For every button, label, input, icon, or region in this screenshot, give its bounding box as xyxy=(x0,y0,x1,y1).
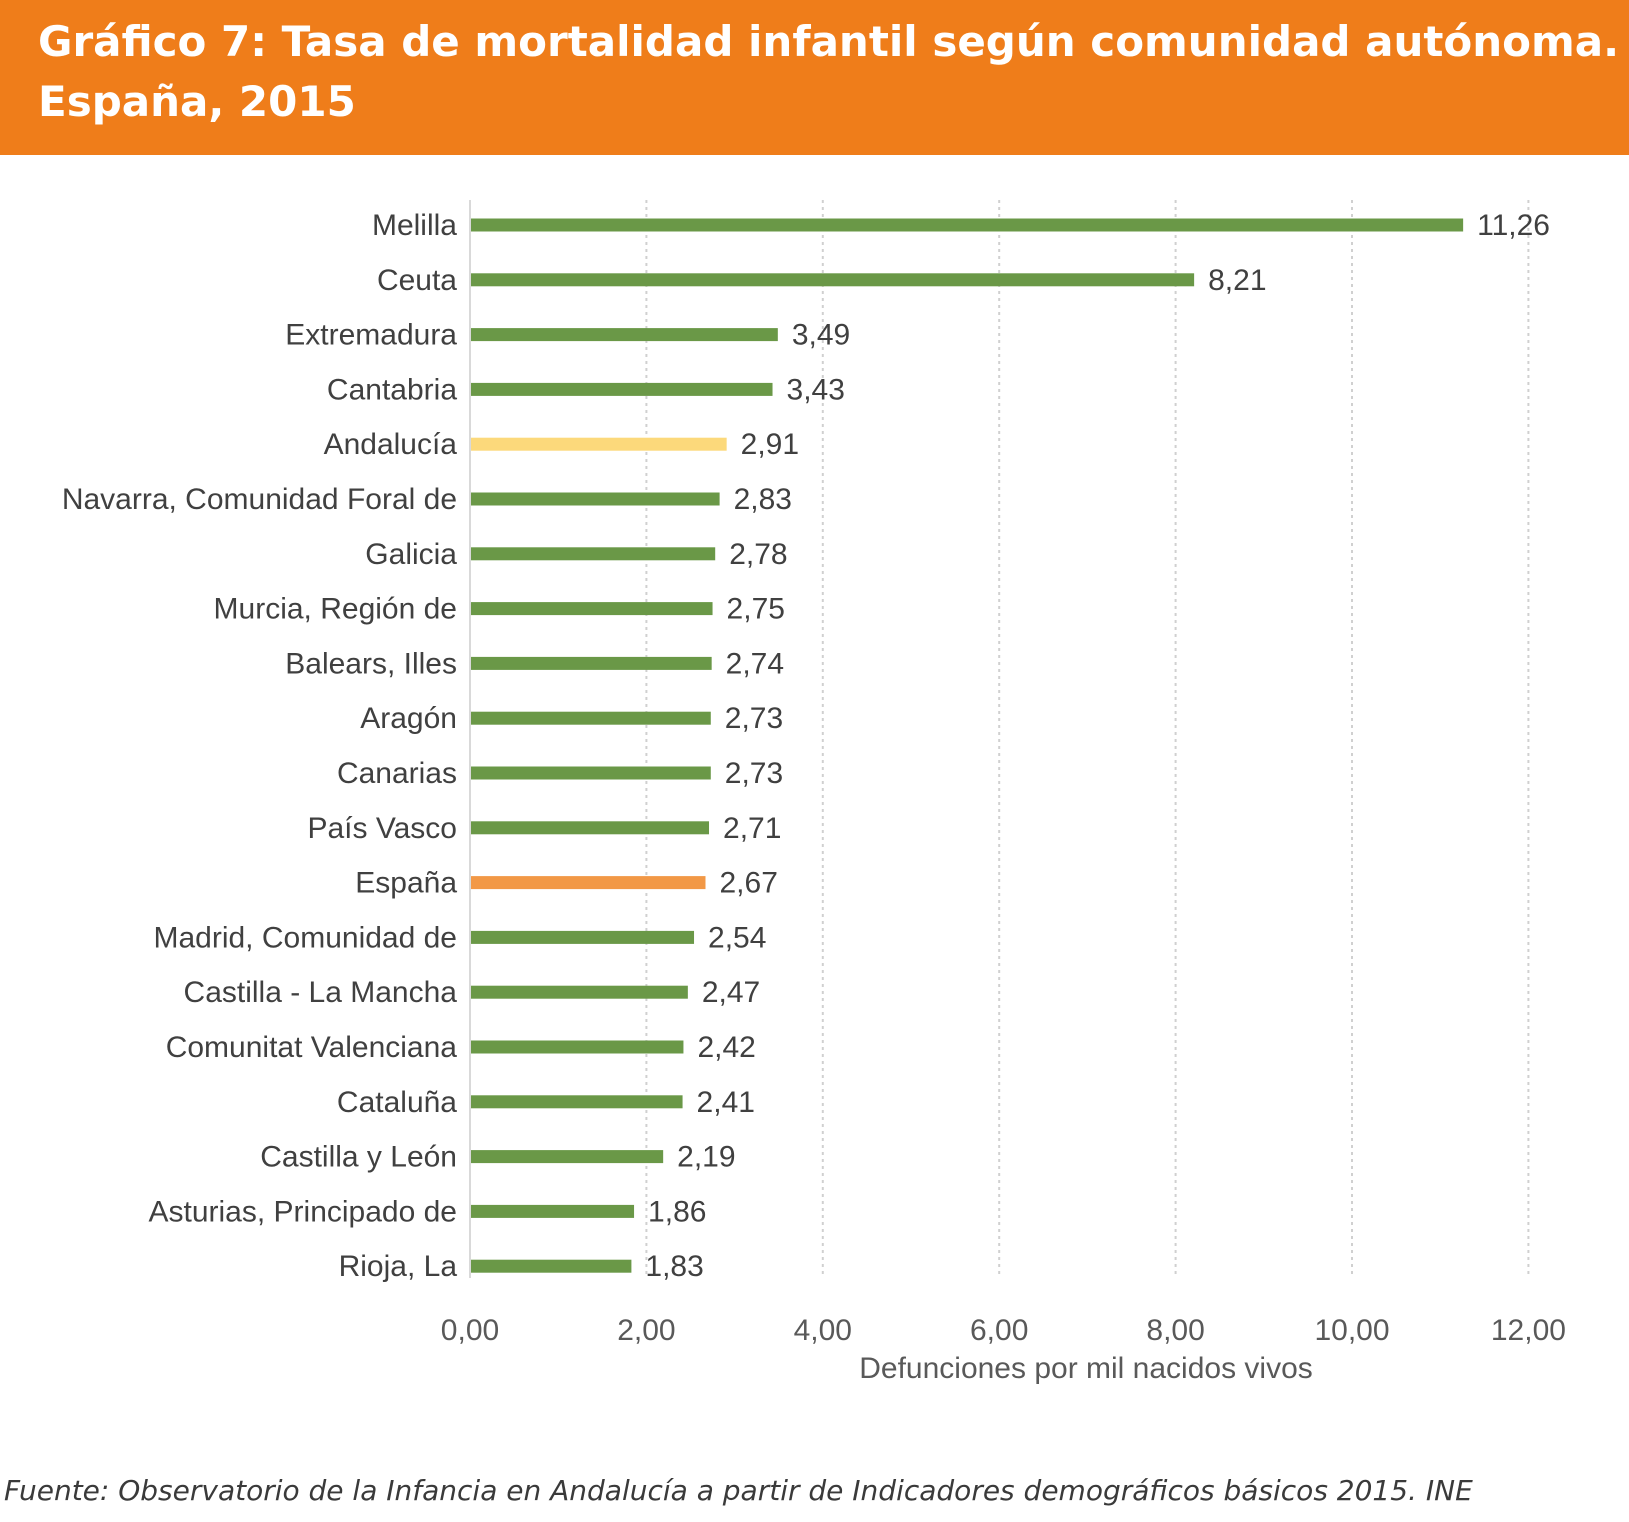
category-label-0: Melilla xyxy=(372,209,457,242)
category-label-12: España xyxy=(355,867,457,900)
bar-1 xyxy=(470,273,1195,287)
value-label-5: 2,83 xyxy=(734,483,792,516)
category-label-9: Aragón xyxy=(360,702,457,735)
value-label-0: 11,26 xyxy=(1477,209,1550,242)
bar-9 xyxy=(470,711,711,725)
x-tick-label-0: 0,00 xyxy=(441,1314,499,1347)
value-label-4: 2,91 xyxy=(741,428,799,461)
value-label-3: 3,43 xyxy=(787,373,845,406)
category-label-17: Castilla y León xyxy=(260,1141,457,1174)
bar-chart: Melilla 11,26 Ceuta 8,21 Extremadura 3,49 Cant… xyxy=(62,200,1566,1385)
value-label-1: 8,21 xyxy=(1208,264,1266,297)
category-label-6: Galicia xyxy=(365,538,457,571)
x-axis: 0,00 2,00 4,00 6,00 8,00 10,00 12,00 Defuncione… xyxy=(441,200,1566,1385)
value-label-19: 1,83 xyxy=(645,1250,703,1283)
bars xyxy=(470,218,1464,1273)
bar-10 xyxy=(470,766,711,780)
category-label-11: País Vasco xyxy=(307,812,457,845)
category-label-8: Balears, Illes xyxy=(285,647,457,680)
value-label-13: 2,54 xyxy=(708,921,766,954)
value-label-15: 2,42 xyxy=(697,1031,755,1064)
category-label-1: Ceuta xyxy=(377,264,457,297)
x-tick-label-4: 8,00 xyxy=(1146,1314,1204,1347)
value-label-6: 2,78 xyxy=(729,538,787,571)
bar-5 xyxy=(470,492,720,506)
value-label-16: 2,41 xyxy=(697,1086,755,1119)
category-label-5: Navarra, Comunidad Foral de xyxy=(62,483,457,516)
x-tick-label-2: 4,00 xyxy=(794,1314,852,1347)
value-label-2: 3,49 xyxy=(792,319,850,352)
category-label-10: Canarias xyxy=(337,757,457,790)
bar-8 xyxy=(470,656,712,670)
bar-19 xyxy=(470,1259,632,1273)
bar-3 xyxy=(470,382,773,396)
bar-18 xyxy=(470,1204,635,1218)
category-label-2: Extremadura xyxy=(285,319,457,352)
value-label-8: 2,74 xyxy=(726,647,784,680)
source-note: Fuente: Observatorio de la Infancia en A… xyxy=(4,1474,1473,1507)
x-tick-label-5: 10,00 xyxy=(1314,1314,1389,1347)
bar-17 xyxy=(470,1150,664,1164)
bar-11 xyxy=(470,821,710,835)
x-tick-label-1: 2,00 xyxy=(617,1314,675,1347)
category-label-15: Comunitat Valenciana xyxy=(166,1031,458,1064)
category-label-19: Rioja, La xyxy=(339,1250,458,1283)
bar-14 xyxy=(470,985,688,999)
chart-header: Gráfico 7: Tasa de mortalidad infantil s… xyxy=(0,0,1629,155)
category-label-16: Cataluña xyxy=(337,1086,457,1119)
bar-7 xyxy=(470,602,713,616)
category-label-4: Andalucía xyxy=(324,428,458,461)
labels: Melilla 11,26 Ceuta 8,21 Extremadura 3,49 Cant… xyxy=(62,209,1550,1283)
x-tick-label-3: 6,00 xyxy=(970,1314,1028,1347)
category-label-14: Castilla - La Mancha xyxy=(184,976,458,1009)
bar-16 xyxy=(470,1095,683,1109)
bar-4 xyxy=(470,437,727,451)
value-label-14: 2,47 xyxy=(702,976,760,1009)
chart-title-line-1: Gráfico 7: Tasa de mortalidad infantil s… xyxy=(38,17,1620,66)
bar-12 xyxy=(470,876,706,890)
x-tick-label-6: 12,00 xyxy=(1491,1314,1566,1347)
value-label-9: 2,73 xyxy=(725,702,783,735)
value-label-18: 1,86 xyxy=(648,1195,706,1228)
value-label-11: 2,71 xyxy=(723,812,781,845)
value-label-7: 2,75 xyxy=(727,593,785,626)
value-label-12: 2,67 xyxy=(719,867,777,900)
gridlines xyxy=(645,200,1530,1278)
bar-15 xyxy=(470,1040,684,1054)
bar-13 xyxy=(470,930,695,944)
bar-2 xyxy=(470,328,778,342)
x-axis-title: Defunciones por mil nacidos vivos xyxy=(859,1352,1313,1385)
category-label-7: Murcia, Región de xyxy=(214,593,457,626)
category-label-18: Asturias, Principado de xyxy=(149,1195,458,1228)
bar-6 xyxy=(470,547,716,561)
value-label-17: 2,19 xyxy=(677,1141,735,1174)
bar-0 xyxy=(470,218,1464,232)
category-label-13: Madrid, Comunidad de xyxy=(153,921,457,954)
value-label-10: 2,73 xyxy=(725,757,783,790)
chart-title-line-2: España, 2015 xyxy=(38,77,356,126)
category-label-3: Cantabria xyxy=(327,373,457,406)
